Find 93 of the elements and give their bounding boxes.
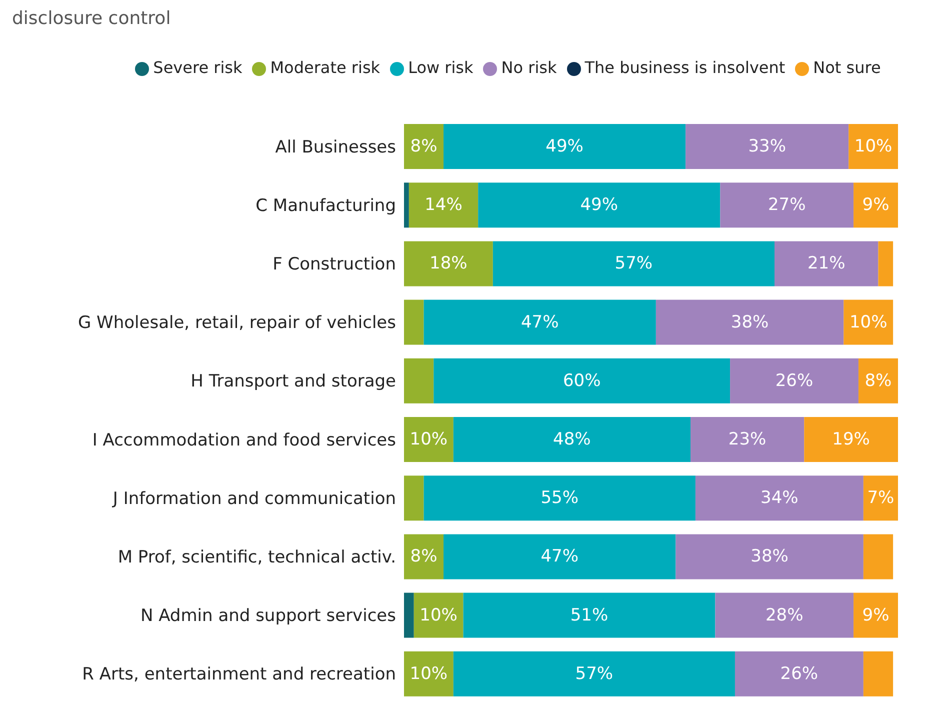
data-label: 27% [768,195,806,216]
bar [424,300,656,345]
y-tick-label: N Admin and support services [140,606,396,626]
data-label: 10% [854,136,892,156]
bar [730,358,858,404]
data-label: 8% [410,136,438,156]
bar [863,476,898,521]
data-label: 26% [775,370,814,391]
data-label: 14% [424,195,462,216]
bar [774,241,878,286]
bar [404,241,493,286]
bar [656,300,844,345]
y-tick-label: F Construction [272,254,396,275]
bar [424,476,696,521]
bar [404,534,444,580]
data-label: 9% [862,195,890,216]
data-label: 26% [780,664,818,684]
data-label: 10% [420,605,458,626]
y-tick-label: J Information and communication [112,488,396,509]
y-tick-label: G Wholesale, retail, repair of vehicles [78,313,396,334]
bar [492,241,774,286]
bar [676,534,864,580]
data-label: 60% [562,370,601,391]
legend-label: The business is insolvent [584,58,786,77]
data-label: 51% [570,605,608,626]
data-label: 34% [760,488,798,508]
bar [863,651,894,696]
data-label: 10% [849,312,888,332]
text: disclosure control [12,8,171,29]
bar [478,182,720,228]
bar [404,651,454,696]
bar [434,358,730,404]
bar [414,592,464,638]
bar [463,592,716,638]
data-label: 19% [832,430,870,450]
data-label: 47% [540,546,579,567]
bar [695,476,864,521]
bar [720,182,854,228]
y-tick-label: R Arts, entertainment and recreation [82,664,396,685]
bar [404,476,424,521]
data-label: 18% [430,254,468,274]
data-label: 49% [580,195,618,216]
data-label: 21% [807,254,846,274]
data-label: 9% [862,605,890,626]
bar [715,592,854,638]
bar [404,124,444,169]
data-label: 38% [750,546,788,567]
bar [444,124,686,169]
bar [408,182,478,228]
bar [690,417,804,462]
bar [854,182,898,228]
bar [848,124,898,169]
bar [844,300,894,345]
y-tick-label: M Prof, scientific, technical activ. [118,548,396,568]
bar [863,534,894,580]
legend-label: Low risk [408,58,474,77]
legend-label: Moderate risk [270,58,380,77]
bar [444,534,676,580]
data-label: 55% [540,488,579,508]
bar [804,417,898,462]
bar [453,417,691,462]
legend-label: No risk [501,58,557,77]
data-label: 10% [410,664,448,684]
data-label: 7% [867,488,894,508]
legend-label: Not sure [813,58,881,77]
bar [858,358,898,404]
data-label: 33% [748,136,786,156]
data-label: 49% [546,136,584,156]
data-label: 23% [728,430,766,450]
y-tick-label: I Accommodation and food services [92,430,396,450]
data-label: 8% [410,546,438,567]
bar [404,592,414,638]
bar [854,592,898,638]
bar [878,241,894,286]
bar [404,300,424,345]
data-label: 10% [410,430,448,450]
legend-label: Severe risk [153,58,242,77]
data-label: 47% [520,312,559,332]
data-label: 38% [730,312,769,332]
bar [686,124,849,169]
data-label: 28% [765,605,804,626]
data-label: 57% [575,664,614,684]
y-tick-label: H Transport and storage [190,372,396,392]
bar [453,651,735,696]
y-tick-label: All Businesses [275,137,396,158]
bar [404,417,454,462]
bar [734,651,864,696]
y-tick-label: C Manufacturing [256,196,396,216]
data-label: 48% [553,430,591,450]
bar [404,358,434,404]
bar [404,182,409,228]
data-label: 8% [864,370,892,391]
data-label: 57% [614,254,653,274]
